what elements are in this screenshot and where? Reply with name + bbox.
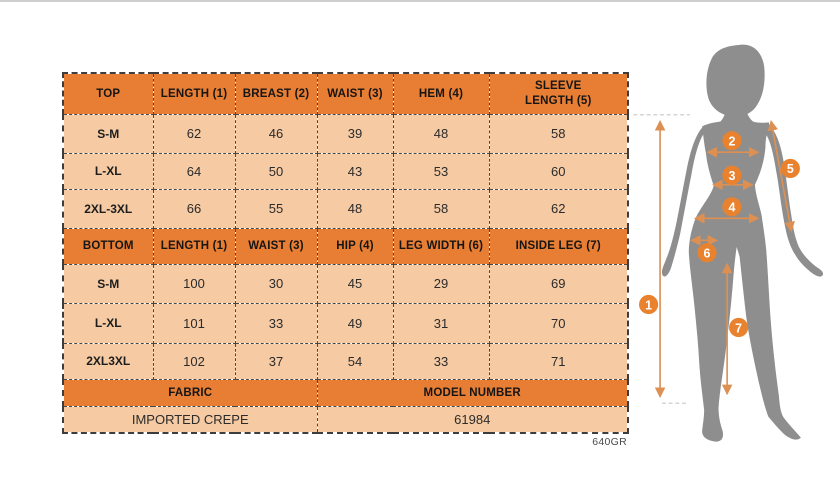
value-cell: 58 [392, 188, 490, 229]
marker-7-label: 7 [735, 321, 742, 335]
marker-2: 2 [722, 131, 742, 151]
header-bottom-waist: WAIST (3) [234, 227, 318, 265]
table-row: L-XL 64 50 43 53 60 [62, 152, 629, 190]
header-top: TOP [62, 72, 154, 115]
model-number-header: MODEL NUMBER [316, 378, 629, 407]
silhouette-right-arm [766, 123, 824, 277]
fabric-header: FABRIC [62, 378, 318, 407]
fabric-value: IMPORTED CREPE [62, 405, 318, 434]
value-cell: 66 [152, 188, 236, 229]
size-cell: L-XL [62, 302, 154, 344]
value-cell: 45 [316, 263, 394, 304]
marker-6: 6 [697, 243, 717, 263]
marker-5-label: 5 [787, 162, 794, 176]
value-cell: 62 [152, 113, 236, 154]
size-cell: 2XL-3XL [62, 188, 154, 229]
header-top-hem: HEM (4) [392, 72, 490, 115]
marker-3-label: 3 [728, 169, 735, 183]
header-top-sleeve-label: SLEEVE LENGTH (5) [524, 80, 592, 107]
marker-7: 7 [729, 317, 749, 338]
table-row: FABRIC MODEL NUMBER [62, 378, 629, 407]
value-cell: 39 [316, 113, 394, 154]
size-cell: S-M [62, 113, 154, 154]
value-cell: 102 [152, 342, 236, 380]
marker-1-label: 1 [645, 298, 652, 312]
silhouette-body [688, 99, 801, 442]
value-cell: 46 [234, 113, 318, 154]
size-cell: 2XL3XL [62, 342, 154, 380]
value-cell: 53 [392, 152, 490, 190]
value-cell: 58 [488, 113, 629, 154]
size-cell: L-XL [62, 152, 154, 190]
value-cell: 33 [234, 302, 318, 344]
value-cell: 50 [234, 152, 318, 190]
header-bottom: BOTTOM [62, 227, 154, 265]
header-top-waist: WAIST (3) [316, 72, 394, 115]
woman-silhouette [661, 44, 824, 442]
marker-4: 4 [722, 197, 742, 217]
sleeve-arrow-5 [767, 119, 795, 233]
value-cell: 31 [392, 302, 490, 344]
value-cell: 49 [316, 302, 394, 344]
table-row: S-M 100 30 45 29 69 [62, 263, 629, 304]
value-cell: 30 [234, 263, 318, 304]
table-row: 2XL3XL 102 37 54 33 71 [62, 342, 629, 380]
value-cell: 48 [392, 113, 490, 154]
table-row: IMPORTED CREPE 61984 [62, 405, 629, 434]
header-top-sleeve: SLEEVE LENGTH (5) [488, 72, 629, 115]
header-bottom-insideleg: INSIDE LEG (7) [488, 227, 629, 265]
value-cell: 64 [152, 152, 236, 190]
marker-4-label: 4 [728, 201, 735, 215]
marker-6-label: 6 [704, 247, 711, 261]
value-cell: 60 [488, 152, 629, 190]
size-cell: S-M [62, 263, 154, 304]
value-cell: 69 [488, 263, 629, 304]
value-cell: 62 [488, 188, 629, 229]
marker-2-label: 2 [728, 134, 735, 148]
weight-note: 640GR [592, 436, 627, 448]
value-cell: 101 [152, 302, 236, 344]
page-top-border [0, 0, 840, 2]
header-bottom-length: LENGTH (1) [152, 227, 236, 265]
header-bottom-hip: HIP (4) [316, 227, 394, 265]
value-cell: 54 [316, 342, 394, 380]
value-cell: 100 [152, 263, 236, 304]
value-cell: 29 [392, 263, 490, 304]
size-table: TOP LENGTH (1) BREAST (2) WAIST (3) HEM … [62, 72, 629, 434]
value-cell: 70 [488, 302, 629, 344]
measurement-markers: 1 2 3 4 5 6 7 [639, 131, 800, 338]
table-row: 2XL-3XL 66 55 48 58 62 [62, 188, 629, 229]
silhouette-left-arm [661, 125, 705, 277]
model-number-value: 61984 [316, 405, 629, 434]
value-cell: 33 [392, 342, 490, 380]
value-cell: 48 [316, 188, 394, 229]
value-cell: 37 [234, 342, 318, 380]
value-cell: 71 [488, 342, 629, 380]
table-row: BOTTOM LENGTH (1) WAIST (3) HIP (4) LEG … [62, 227, 629, 265]
value-cell: 55 [234, 188, 318, 229]
marker-1: 1 [639, 294, 659, 315]
header-top-length: LENGTH (1) [152, 72, 236, 115]
table-row: L-XL 101 33 49 31 70 [62, 302, 629, 344]
value-cell: 43 [316, 152, 394, 190]
table-row: TOP LENGTH (1) BREAST (2) WAIST (3) HEM … [62, 72, 629, 115]
measurement-arrows [654, 119, 795, 399]
marker-3: 3 [722, 165, 742, 185]
silhouette-hair [706, 44, 765, 117]
marker-5: 5 [780, 158, 800, 179]
header-top-breast: BREAST (2) [234, 72, 318, 115]
table-row: S-M 62 46 39 48 58 [62, 113, 629, 154]
header-bottom-legwidth: LEG WIDTH (6) [392, 227, 490, 265]
measurement-diagram: 1 2 3 4 5 6 7 [633, 44, 824, 442]
